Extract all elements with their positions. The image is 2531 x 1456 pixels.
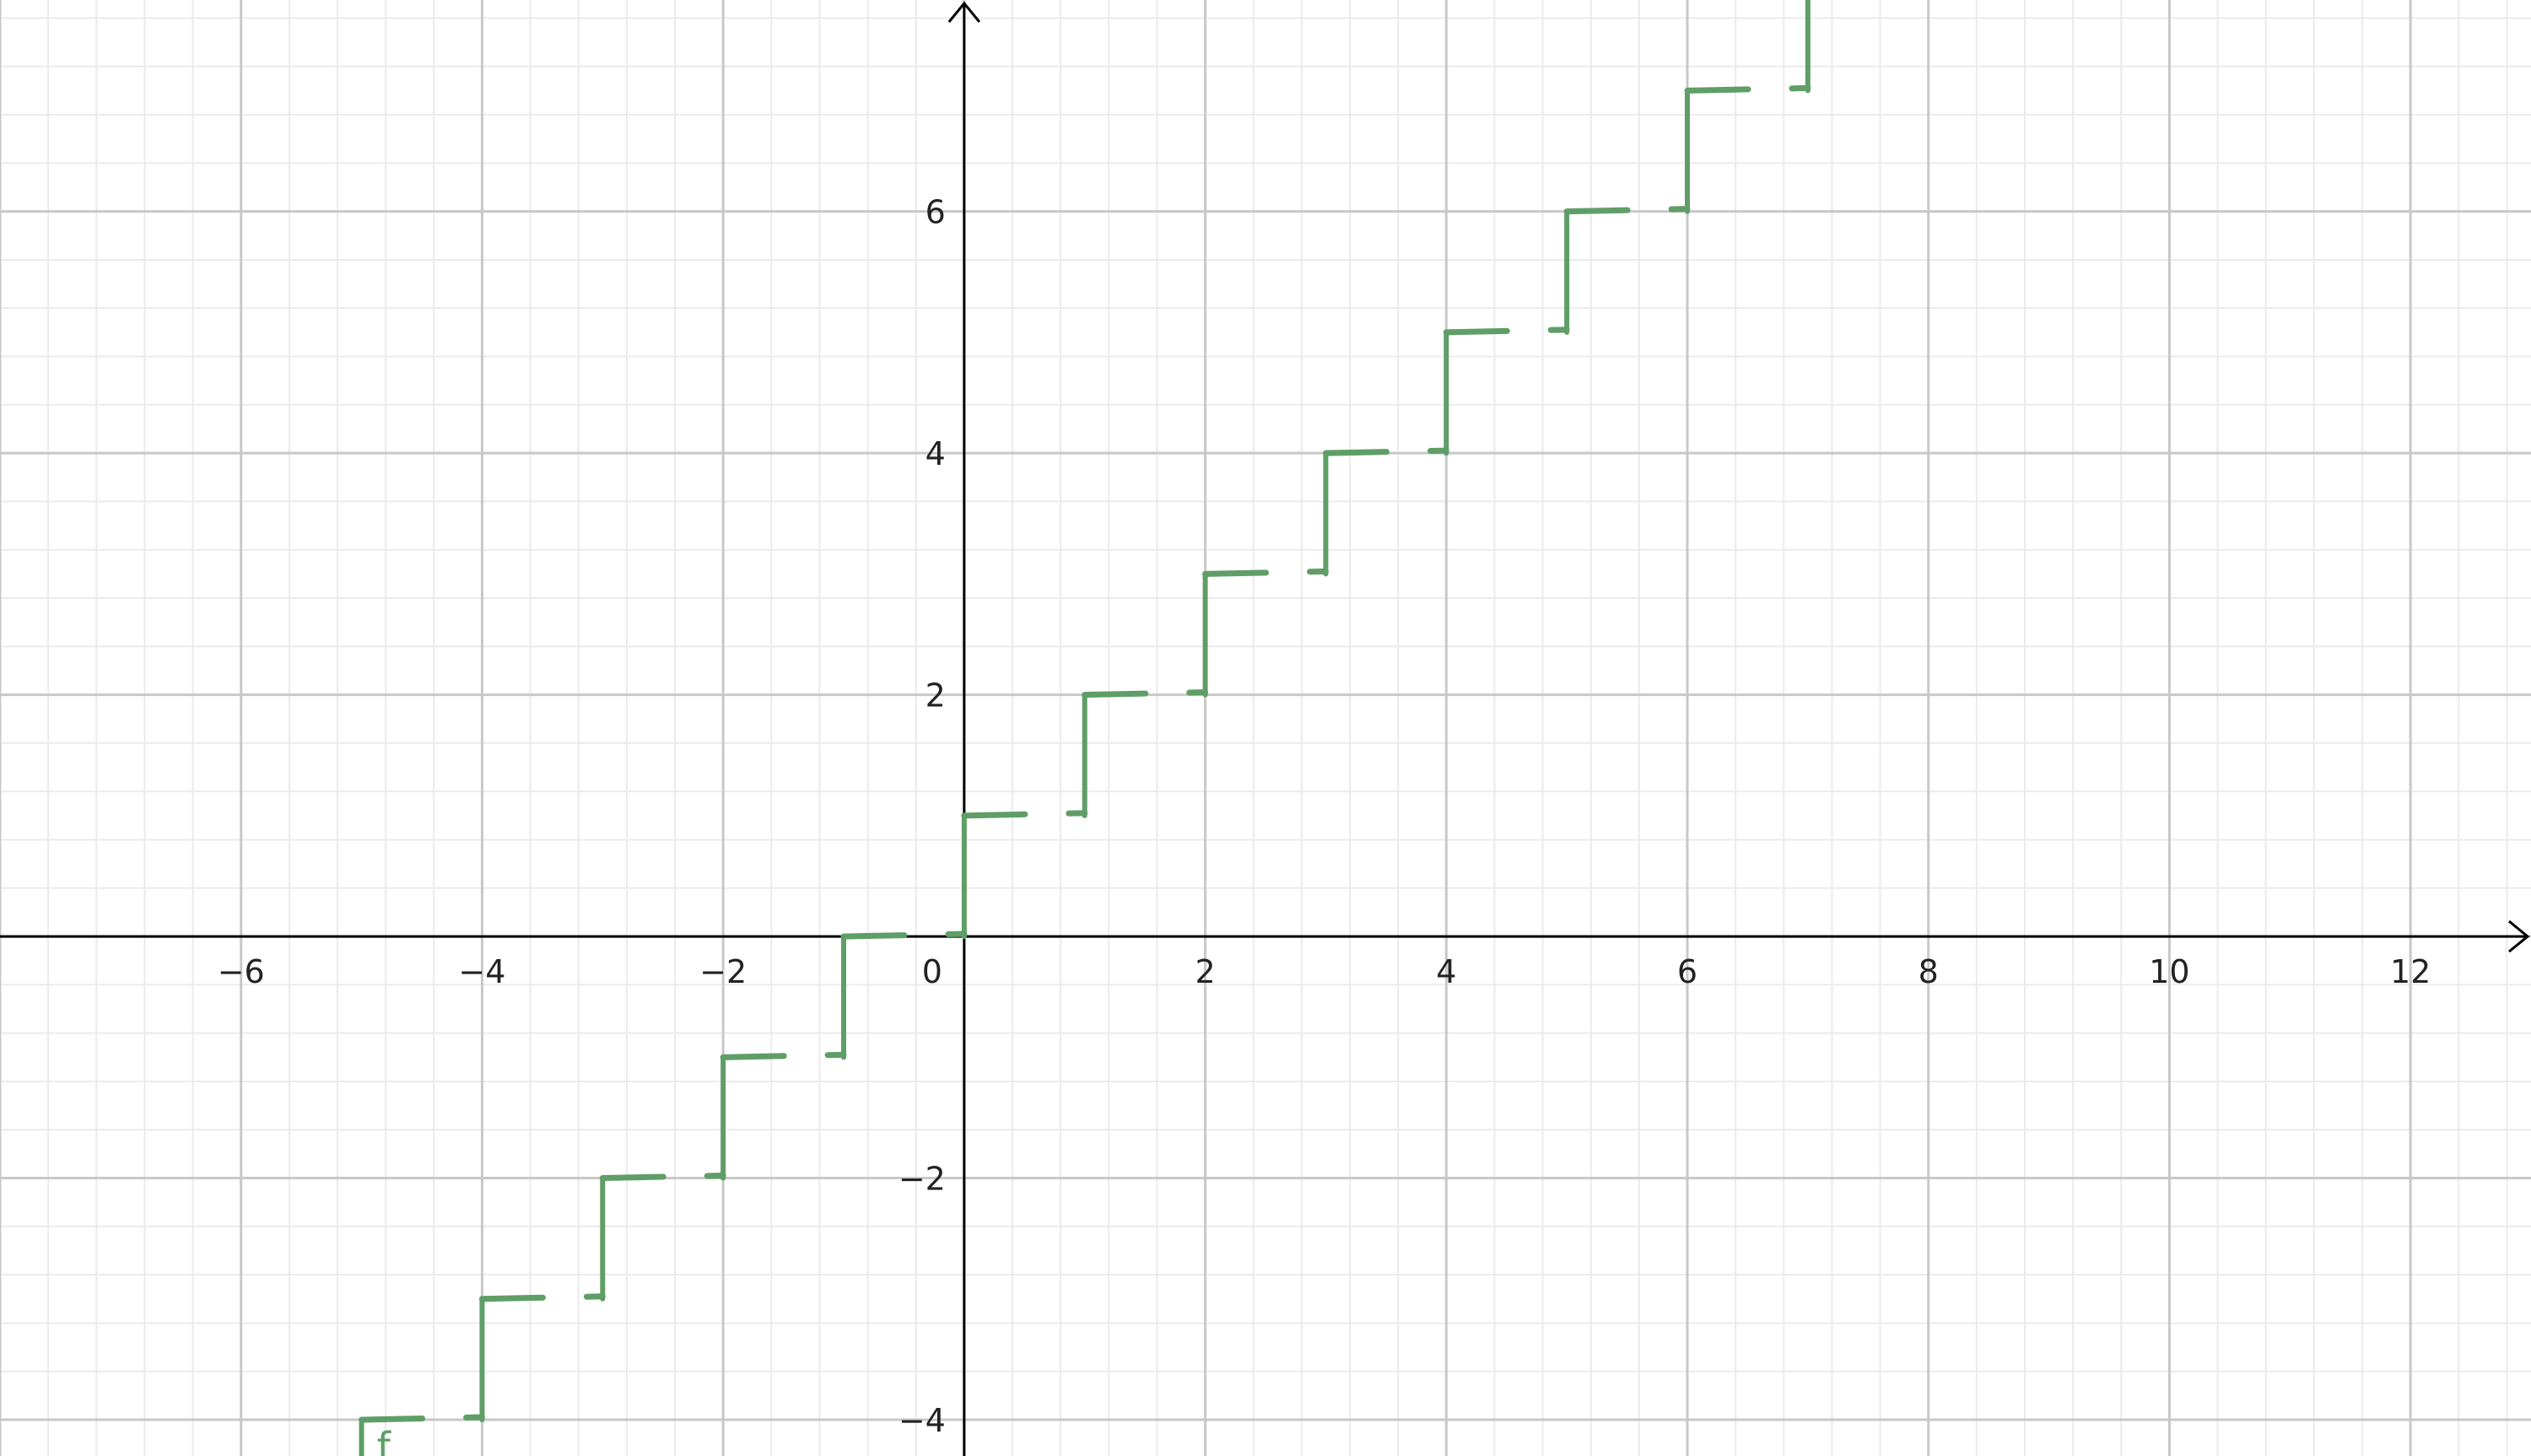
x-tick-labels: −6 −4 −2 2 4 6 8 10 12 <box>218 953 2431 990</box>
y-axis-arrow-icon <box>947 1 981 23</box>
step-segment <box>1202 568 1329 577</box>
step-segment <box>599 1173 726 1182</box>
x-tick-label: 8 <box>1918 953 1939 990</box>
step-segment <box>1322 447 1449 456</box>
x-tick-label: 6 <box>1677 953 1697 990</box>
step-segment <box>720 1051 847 1060</box>
x-tick-label: 12 <box>2390 953 2431 990</box>
y-tick-labels: −4 −2 2 4 6 <box>899 194 946 1439</box>
x-tick-label: 10 <box>2149 953 2189 990</box>
step-segment <box>1082 689 1209 698</box>
x-tick-label: −6 <box>218 953 265 990</box>
origin-label: 0 <box>922 953 942 990</box>
y-tick-label: −4 <box>899 1402 946 1439</box>
step-segment <box>840 930 968 940</box>
x-tick-label: 2 <box>1195 953 1215 990</box>
step-segment <box>478 1293 606 1302</box>
x-axis-arrow-icon <box>2508 919 2530 953</box>
y-tick-label: 6 <box>926 194 946 231</box>
curve-label-f: f <box>377 1424 392 1456</box>
curve-f[interactable] <box>359 0 1811 1456</box>
y-tick-label: 4 <box>926 435 946 472</box>
step-segment <box>961 810 1088 819</box>
y-tick-label: −2 <box>899 1161 946 1198</box>
x-tick-label: 4 <box>1436 953 1456 990</box>
step-segment <box>1443 326 1570 336</box>
y-tick-label: 2 <box>926 677 946 715</box>
step-segment <box>1563 206 1691 215</box>
step-segment <box>359 1414 485 1423</box>
x-tick-label: −2 <box>699 953 747 990</box>
x-tick-label: −4 <box>458 953 505 990</box>
step-segment <box>1684 84 1811 94</box>
